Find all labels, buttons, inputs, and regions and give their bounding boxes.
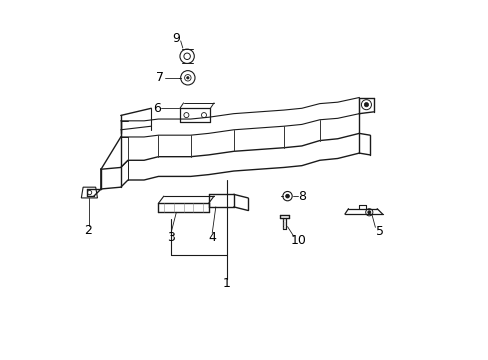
- Text: 5: 5: [375, 225, 383, 238]
- Text: 9: 9: [172, 32, 180, 45]
- Text: 4: 4: [208, 231, 216, 244]
- Text: 10: 10: [290, 234, 305, 247]
- Text: 6: 6: [152, 102, 160, 115]
- Text: 2: 2: [84, 224, 92, 237]
- Circle shape: [367, 211, 370, 214]
- Circle shape: [285, 194, 289, 198]
- Circle shape: [364, 103, 368, 107]
- Text: 7: 7: [156, 71, 164, 84]
- Circle shape: [186, 77, 188, 79]
- Text: 1: 1: [222, 278, 230, 291]
- Text: 8: 8: [298, 190, 306, 203]
- Text: 3: 3: [167, 231, 175, 244]
